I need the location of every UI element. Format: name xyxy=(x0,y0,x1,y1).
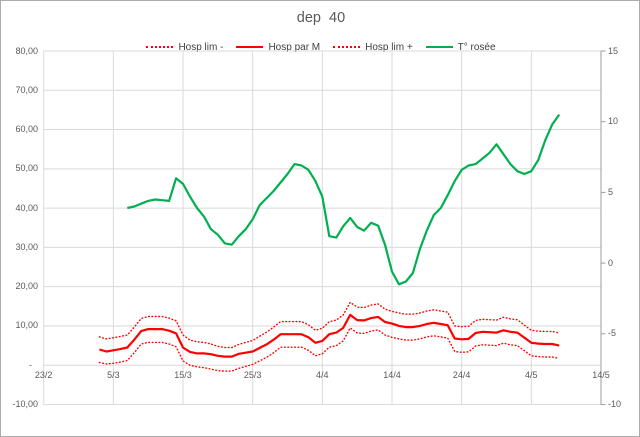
y-axis-left-label: 10,00 xyxy=(15,320,38,331)
y-axis-right-label: 5 xyxy=(608,186,614,197)
legend-label: T° rosée xyxy=(457,41,496,53)
legend-item-hosp-par-m: Hosp par M xyxy=(236,42,320,53)
y-axis-left-label: 30,00 xyxy=(15,241,38,252)
y-axis-left-label: -10,00 xyxy=(12,399,38,409)
dotted-red-line-icon xyxy=(333,46,361,48)
x-axis-date-label: 23/2 xyxy=(34,370,53,380)
y-axis-right-label: -5 xyxy=(608,328,617,339)
y-axis-left-label: 50,00 xyxy=(15,163,38,174)
chart-title: dep 40 xyxy=(296,10,346,26)
legend-label: Hosp lim + xyxy=(365,41,413,53)
y-axis-left-label: 80,00 xyxy=(15,45,38,56)
solid-red-line-icon xyxy=(236,46,264,48)
x-axis-date-label: 5/3 xyxy=(107,370,120,380)
series-line-hosp-par-m xyxy=(99,313,560,358)
legend-item-hosp-lim-plus: Hosp lim + xyxy=(333,42,413,53)
y-axis-right-label: 0 xyxy=(608,257,614,268)
legend-item-t-rosee: T° rosée xyxy=(425,41,496,53)
x-axis-date-label: 14/5 xyxy=(592,370,610,380)
dotted-red-line-icon xyxy=(146,46,174,48)
x-axis-date-label: 24/4 xyxy=(452,370,471,380)
solid-green-line-icon xyxy=(425,46,453,48)
legend-label: Hosp par M xyxy=(268,41,321,53)
legend-label: Hosp lim - xyxy=(178,41,224,53)
series-line-hosp-lim- xyxy=(98,327,560,372)
y-axis-left-label: - xyxy=(29,359,32,370)
series-line-t-ros-e xyxy=(127,113,561,286)
y-axis-left-label: 70,00 xyxy=(15,84,38,95)
y-axis-left-label: 40,00 xyxy=(15,202,38,213)
y-axis-left-label: 20,00 xyxy=(15,281,38,292)
y-axis-right-label: -10 xyxy=(608,399,622,409)
x-axis-date-label: 4/5 xyxy=(525,370,538,380)
x-axis-date-label: 14/4 xyxy=(383,370,401,380)
x-axis-date-label: 15/3 xyxy=(174,370,192,380)
y-axis-right-label: 15 xyxy=(608,45,619,56)
chart-legend: Hosp lim - Hosp par M Hosp lim + T° rosé… xyxy=(31,40,611,54)
legend-item-hosp-lim-minus: Hosp lim - xyxy=(146,42,223,53)
y-axis-left-label: 60,00 xyxy=(15,124,38,135)
x-axis-date-label: 4/4 xyxy=(316,370,329,380)
y-axis-right-label: 10 xyxy=(608,116,619,127)
series-line-hosp-lim- xyxy=(98,301,560,349)
x-axis-date-label: 25/3 xyxy=(243,370,262,380)
